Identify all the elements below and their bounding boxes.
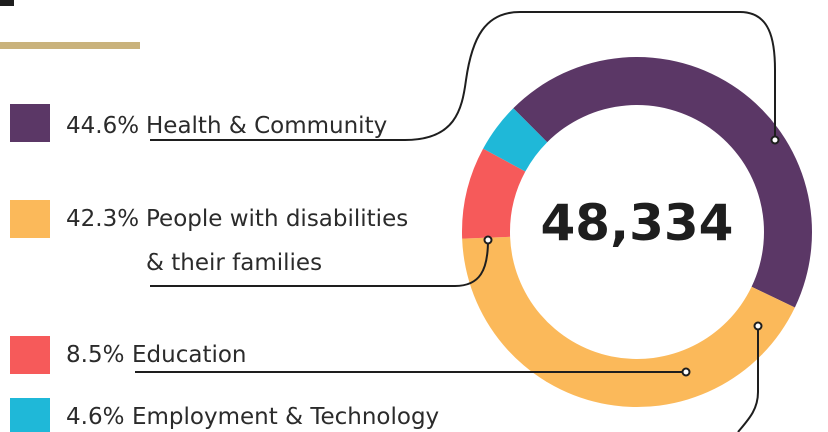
legend-swatch-disabilities: [10, 200, 50, 238]
legend-percent-health: 44.6%: [66, 113, 139, 139]
leader-dot-education: [681, 367, 691, 377]
donut-slice-employment: [483, 108, 548, 172]
legend-swatch-health: [10, 104, 50, 142]
legend-swatch-education: [10, 336, 50, 374]
donut-slices: [461, 56, 812, 408]
legend-label-health: Health & Community: [146, 113, 387, 139]
legend-percent-employment: 4.6%: [66, 404, 124, 430]
legend: 44.6% Health & Community 42.3% People wi…: [10, 104, 439, 432]
leader-line-employment: [737, 326, 759, 432]
leader-line-disabilities: [150, 239, 489, 287]
leader-dot-health: [770, 135, 780, 145]
legend-label-disabilities-line2: & their families: [146, 250, 322, 276]
donut-slice-health: [513, 56, 812, 308]
accent-bar: [0, 42, 140, 49]
leader-lines: [135, 11, 776, 432]
legend-percent-education: 8.5%: [66, 342, 124, 368]
legend-swatch-employment: [10, 398, 50, 432]
legend-label-education: Education: [132, 342, 247, 368]
donut-slice-disabilities: [462, 236, 795, 408]
donut-slice-education: [461, 148, 526, 239]
leader-dot-disabilities: [483, 235, 493, 245]
legend-label-disabilities: People with disabilities: [146, 206, 408, 232]
legend-percent-disabilities: 42.3%: [66, 206, 139, 232]
legend-label-employment: Employment & Technology: [132, 404, 439, 430]
cropped-heading-glyph: [0, 0, 14, 6]
leader-line-health: [150, 11, 776, 141]
total-value: 48,334: [541, 194, 734, 252]
leader-dot-employment: [753, 321, 763, 331]
leader-dots: [483, 135, 780, 377]
